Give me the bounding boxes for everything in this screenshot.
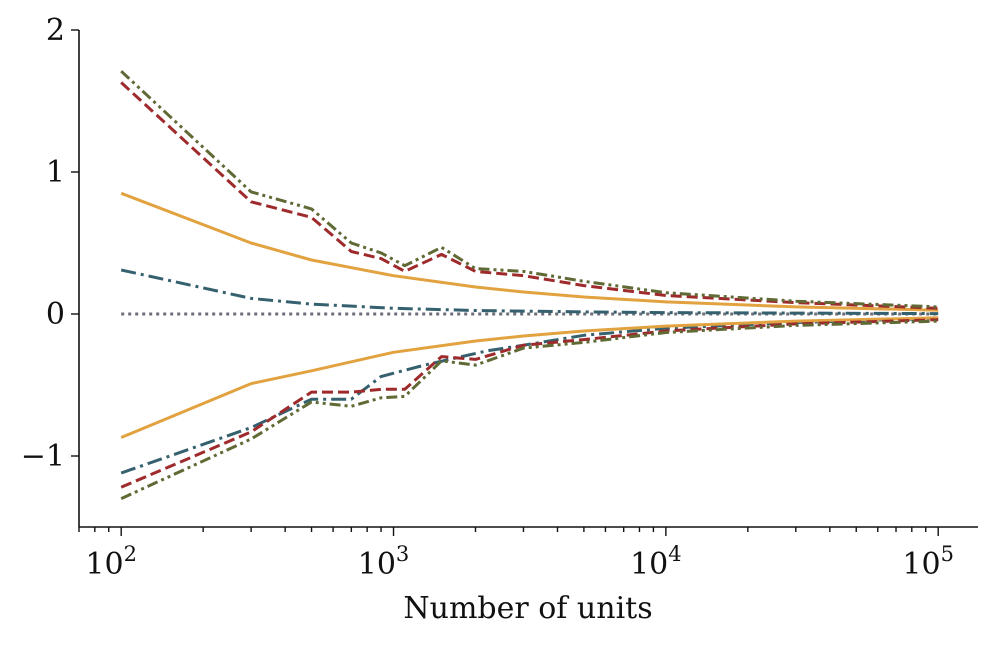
series-line-solid-lower — [120, 316, 939, 439]
x-tick-exponent: 4 — [668, 542, 681, 566]
y-tick-label: −1 — [21, 439, 65, 474]
series-line-dashdot-lower — [120, 316, 939, 475]
x-tick-exponent: 5 — [941, 542, 954, 566]
x-tick-base: 10 — [902, 547, 940, 582]
series-line-dashdotdot-lower — [120, 319, 939, 500]
y-tick-label: 2 — [46, 13, 65, 48]
series-layer — [120, 70, 939, 500]
x-tick-base: 10 — [358, 547, 396, 582]
x-tick-base: 10 — [630, 547, 668, 582]
x-tick-exponent: 3 — [396, 542, 409, 566]
x-axis-label: Number of units — [403, 591, 652, 626]
series-line-dashdot-upper — [120, 268, 939, 316]
x-tick-label: 102 — [85, 542, 137, 582]
x-tick-base: 10 — [85, 547, 123, 582]
axes — [78, 30, 978, 528]
series-line-dashed-upper — [120, 81, 939, 310]
x-tick-label: 105 — [902, 542, 954, 582]
x-tick-label: 104 — [630, 542, 682, 582]
y-tick-label: 0 — [46, 297, 65, 332]
x-tick-exponent: 2 — [124, 542, 137, 566]
y-ticks: 2 1 0 −1 — [21, 13, 79, 474]
series-line-dashdotdot-upper — [120, 70, 939, 309]
x-ticks: 102 103 104 105 — [78, 527, 954, 582]
x-tick-label: 103 — [358, 542, 410, 582]
y-tick-label: 1 — [46, 155, 65, 190]
series-line-solid-upper — [120, 191, 939, 312]
